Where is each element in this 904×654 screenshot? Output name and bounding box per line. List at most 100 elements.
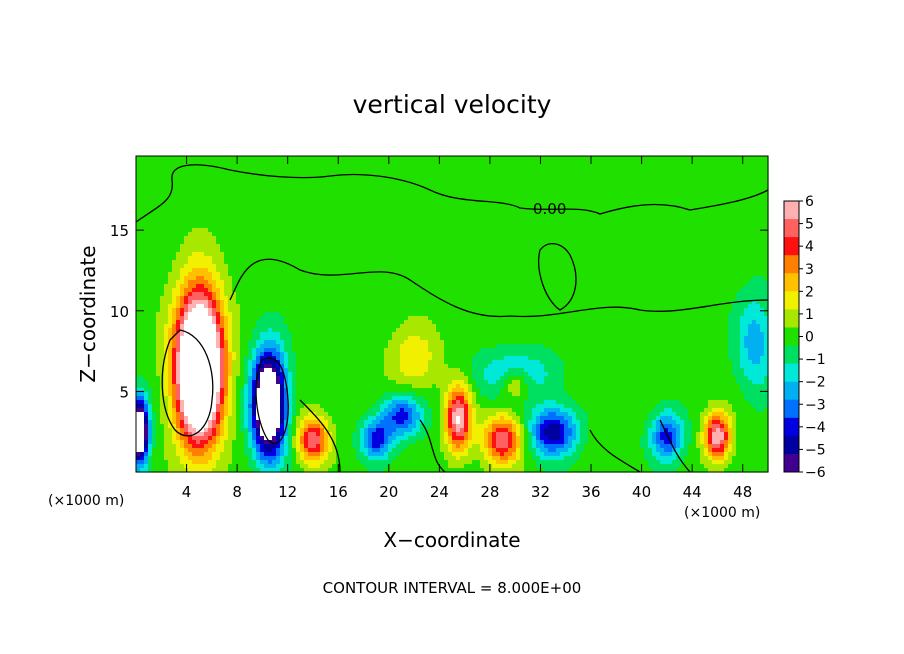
field-cell [348,224,353,229]
field-cell [252,256,257,261]
field-cell [364,244,369,249]
field-cell [484,208,489,213]
field-cell [224,232,229,237]
field-cell [492,280,497,285]
field-cell [224,280,229,285]
field-cell [492,164,497,169]
field-cell [460,200,465,205]
field-cell [224,216,229,221]
field-cell [472,156,477,161]
field-cell [260,204,265,209]
field-cell [756,188,761,193]
field-cell [516,252,521,257]
field-cell [492,216,497,221]
field-cell [404,160,409,165]
field-cell [200,280,205,285]
field-cell [404,232,409,237]
field-cell [300,256,305,261]
field-cell [472,184,477,189]
field-cell [476,176,481,181]
field-cell [168,196,173,201]
field-cell [692,208,697,213]
field-cell [672,188,677,193]
field-cell [292,180,297,185]
field-cell [340,236,345,241]
field-cell [372,172,377,177]
field-cell [576,244,581,249]
field-cell [528,276,533,281]
field-cell [660,240,665,245]
field-cell [196,176,201,181]
field-cell [528,272,533,277]
field-cell [736,260,741,265]
field-cell [560,184,565,189]
field-cell [692,164,697,169]
field-cell [368,192,373,197]
field-cell [580,244,585,249]
field-cell [572,176,577,181]
field-cell [436,164,441,169]
field-cell [388,232,393,237]
field-cell [316,268,321,273]
field-cell [320,160,325,165]
field-cell [312,212,317,217]
field-cell [608,184,613,189]
field-cell [704,204,709,209]
field-cell [224,192,229,197]
field-cell [732,192,737,197]
field-cell [348,216,353,221]
field-cell [676,232,681,237]
field-cell [200,176,205,181]
field-cell [604,172,609,177]
field-cell [348,160,353,165]
field-cell [272,264,277,269]
field-cell [496,184,501,189]
field-cell [256,200,261,205]
field-cell [232,236,237,241]
field-cell [688,196,693,201]
field-cell [600,208,605,213]
field-cell [408,220,413,225]
field-cell [216,172,221,177]
field-cell [648,160,653,165]
field-cell [136,176,141,181]
field-cell [532,156,537,161]
field-cell [732,180,737,185]
field-cell [152,224,157,229]
field-cell [324,204,329,209]
field-cell [164,208,169,213]
field-cell [160,208,165,213]
field-cell [304,188,309,193]
field-cell [760,252,765,257]
field-cell [516,188,521,193]
field-cell [524,248,529,253]
field-cell [232,200,237,205]
field-cell [404,192,409,197]
field-cell [680,248,685,253]
field-cell [604,264,609,269]
field-cell [248,200,253,205]
field-cell [396,224,401,229]
field-cell [268,232,273,237]
field-cell [156,220,161,225]
field-cell [208,260,213,265]
field-cell [464,220,469,225]
field-cell [624,268,629,273]
field-cell [436,220,441,225]
field-cell [320,224,325,229]
field-cell [492,172,497,177]
field-cell [676,268,681,273]
field-cell [488,188,493,193]
field-cell [340,252,345,257]
field-cell [488,176,493,181]
field-cell [276,260,281,265]
field-cell [640,236,645,241]
field-cell [528,196,533,201]
field-cell [400,156,405,161]
field-cell [244,172,249,177]
field-cell [248,216,253,221]
field-cell [716,168,721,173]
field-cell [596,256,601,261]
field-cell [536,200,541,205]
field-cell [552,216,557,221]
